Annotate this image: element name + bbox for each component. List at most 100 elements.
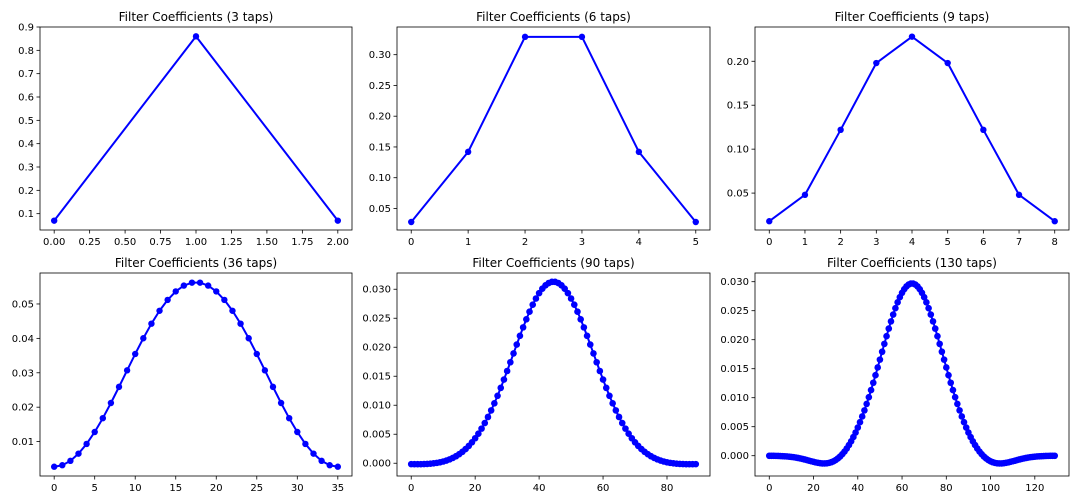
data-point: [837, 126, 844, 134]
data-point: [156, 307, 163, 314]
data-point: [132, 350, 139, 358]
x-tick-label: 7: [1016, 237, 1022, 248]
data-point: [140, 335, 147, 342]
data-point: [954, 400, 961, 408]
y-tick-label: 0.15: [727, 101, 749, 112]
data-point: [269, 383, 277, 391]
data-point: [513, 341, 521, 348]
data-point: [622, 425, 629, 432]
y-tick-label: 0.3: [18, 163, 34, 174]
data-point: [962, 424, 970, 431]
y-tick-label: 0.05: [369, 204, 391, 215]
y-tick-label: 0.020: [362, 343, 391, 354]
data-point: [408, 218, 415, 226]
data-point: [934, 332, 941, 340]
chart-title: Filter Coefficients (6 taps): [476, 10, 631, 24]
data-point: [873, 59, 880, 67]
axes-frame: [754, 26, 1070, 231]
series-line: [411, 280, 696, 466]
x-tick-label: 10: [129, 483, 142, 494]
y-tick-label: 0.000: [720, 451, 749, 462]
data-point: [692, 218, 699, 226]
data-point: [67, 457, 74, 465]
data-point: [529, 301, 537, 309]
data-point: [192, 33, 200, 40]
y-tick-label: 0.005: [720, 422, 749, 433]
data-point: [229, 307, 236, 314]
y-tick-label: 0.15: [369, 142, 391, 153]
data-point: [593, 358, 600, 366]
data-point: [164, 296, 171, 304]
data-point: [856, 418, 864, 426]
y-tick-label: 0.025: [720, 306, 749, 317]
x-tick-label: 15: [169, 483, 182, 494]
data-point: [894, 299, 901, 306]
data-point: [1051, 218, 1058, 225]
data-point: [854, 424, 862, 431]
series-line: [410, 35, 697, 223]
x-tick-label: 5: [693, 237, 699, 248]
axes-frame: [754, 272, 1070, 477]
y-tick-label: 0.7: [18, 69, 34, 80]
data-point: [83, 440, 90, 448]
data-point: [107, 399, 115, 407]
data-point: [1015, 191, 1023, 199]
data-point: [519, 324, 527, 331]
data-point: [577, 315, 584, 323]
y-tick-label: 0.8: [18, 46, 34, 57]
data-point: [929, 318, 937, 325]
x-tick-label: 3: [873, 237, 879, 248]
chart-title: Filter Coefficients (3 taps): [119, 10, 274, 24]
x-tick-label: 1: [465, 237, 471, 248]
data-point: [580, 324, 588, 331]
data-point: [958, 413, 966, 420]
x-tick-label: 5: [92, 483, 98, 494]
data-point: [180, 282, 188, 289]
data-point: [277, 399, 285, 407]
x-tick-label: 20: [469, 483, 482, 494]
data-point: [936, 340, 943, 348]
subplot-4: Filter Coefficients (36 taps) 0 5 10 15 20 25 3…: [12, 256, 353, 494]
data-point: [75, 450, 82, 457]
axes-frame: [396, 26, 711, 231]
data-point: [878, 348, 886, 356]
y-tick-label: 0.03: [12, 368, 34, 379]
x-tick-label: 1: [802, 237, 808, 248]
data-point: [484, 413, 492, 421]
data-point: [618, 419, 626, 427]
x-tick-label: 80: [940, 483, 953, 494]
data-point: [532, 295, 540, 302]
x-tick-label: 1.00: [185, 237, 207, 248]
data-point: [50, 463, 58, 470]
data-point: [938, 348, 946, 356]
data-point: [925, 304, 932, 312]
y-tick-label: 0.2: [18, 186, 34, 197]
data-point: [960, 418, 968, 426]
data-point: [927, 311, 935, 318]
data-point: [494, 392, 501, 400]
y-tick-label: 0.05: [727, 189, 749, 200]
data-point: [602, 384, 610, 392]
data-point: [245, 335, 252, 342]
data-point: [883, 332, 890, 340]
data-point: [869, 379, 877, 387]
data-point: [956, 407, 963, 414]
series-line: [54, 281, 338, 468]
x-tick-label: 4: [909, 237, 915, 248]
data-point: [507, 358, 514, 366]
x-tick-label: 120: [1025, 483, 1044, 494]
subplot-2: Filter Coefficients (6 taps) 0 1 2 3 4 5 0.05 0.…: [369, 10, 711, 248]
data-point: [887, 318, 895, 325]
data-point: [487, 407, 495, 414]
x-tick-label: 100: [981, 483, 1000, 494]
data-point: [892, 304, 899, 312]
data-point: [50, 217, 58, 224]
x-tick-label: 0.00: [43, 237, 65, 248]
y-tick-label: 0.01: [12, 437, 34, 448]
y-tick-label: 0.015: [720, 364, 749, 375]
y-tick-label: 0.010: [362, 401, 391, 412]
x-tick-label: 4: [636, 237, 642, 248]
y-tick-label: 0.010: [720, 393, 749, 404]
data-point: [692, 460, 700, 468]
